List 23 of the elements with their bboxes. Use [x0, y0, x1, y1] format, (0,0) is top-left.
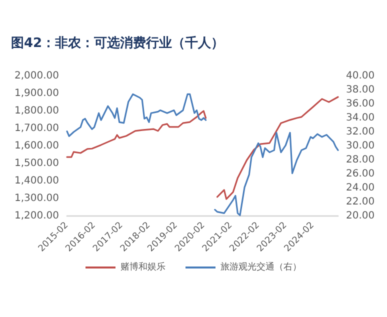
y2-tick-label: 38.00	[346, 84, 375, 96]
y-tick-label: 1,600.00	[14, 140, 59, 152]
legend-label: 旅游观光交通（右）	[220, 262, 302, 272]
y2-tick-label: 20.00	[346, 210, 375, 222]
y2-tick-label: 26.00	[346, 168, 375, 180]
y2-tick-label: 28.00	[346, 154, 375, 166]
y-tick-label: 1,500.00	[14, 158, 59, 169]
y-tick-label: 1,400.00	[14, 176, 59, 186]
y-tick-label: 1,700.00	[14, 123, 59, 134]
y-tick-label: 1,900.00	[14, 88, 59, 99]
y-tick-label: 1,300.00	[14, 193, 59, 204]
y-tick-label: 2,000.00	[14, 70, 59, 82]
y2-tick-label: 40.00	[346, 70, 375, 82]
y-tick-label: 1,800.00	[14, 106, 59, 116]
legend-label: 赌博和娱乐	[120, 262, 166, 272]
chart-title: 图42：非农：可选消费行业（千人）	[11, 35, 224, 51]
y2-tick-label: 32.00	[346, 126, 375, 138]
y2-tick-label: 22.00	[346, 196, 375, 208]
y2-tick-label: 36.00	[346, 98, 375, 110]
y2-tick-label: 34.00	[346, 112, 375, 124]
y-tick-label: 1,200.00	[14, 210, 59, 222]
y2-tick-label: 30.00	[346, 140, 375, 152]
y2-tick-label: 24.00	[346, 182, 375, 194]
